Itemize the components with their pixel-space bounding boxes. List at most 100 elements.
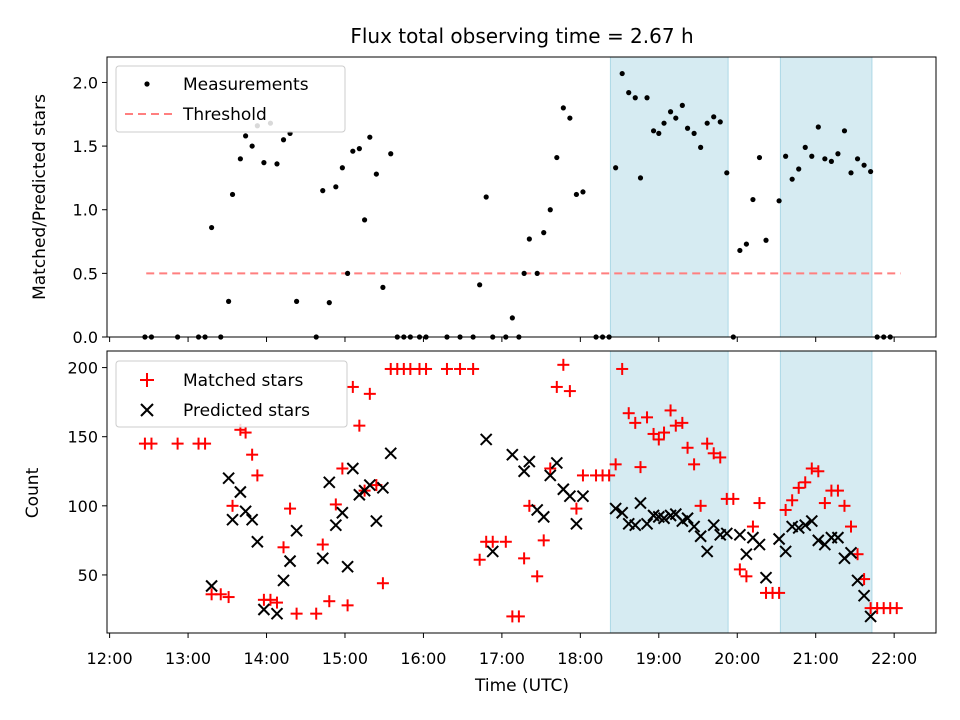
matched-star-point xyxy=(629,416,642,429)
matched-star-point xyxy=(486,535,499,548)
predicted-star-point xyxy=(316,552,329,565)
predicted-star-stroke-b xyxy=(257,603,271,616)
bottom-panel: 50 100 150 200 12:00 13:00 14:00 15:00 16:00 17:… xyxy=(23,350,937,696)
top-y-tick-label: 2.0 xyxy=(73,73,98,92)
predicted-star-point xyxy=(609,502,622,515)
measurement-point xyxy=(613,165,619,171)
predicted-star-stroke-b xyxy=(316,552,329,565)
bottom-y-tick-label: 150 xyxy=(67,428,98,447)
predicted-star-point xyxy=(792,521,805,535)
bottom-y-axis: 50 100 150 200 xyxy=(67,359,107,585)
matched-star-point xyxy=(226,499,239,512)
measurement-point xyxy=(828,158,834,164)
matched-star-point xyxy=(622,407,635,420)
top-shaded-intervals xyxy=(609,56,873,338)
matched-star-point xyxy=(537,534,550,547)
predicted-star-point xyxy=(370,514,383,528)
matched-star-point xyxy=(251,469,264,482)
predicted-star-point xyxy=(563,489,577,503)
top-shade-1 xyxy=(779,56,873,338)
bottom-legend: Matched stars Predicted stars xyxy=(115,360,348,428)
x-tick-label: 14:00 xyxy=(243,649,289,668)
predicted-star-stroke-b xyxy=(746,531,760,544)
predicted-star-point xyxy=(851,574,864,587)
bottom-legend-box xyxy=(115,360,348,428)
matched-star-point xyxy=(658,426,671,439)
measurement-point xyxy=(789,176,795,182)
top-shade-0 xyxy=(609,56,729,338)
matched-star-point xyxy=(531,570,544,583)
predicted-star-stroke-b xyxy=(615,506,629,519)
matched-star-point xyxy=(310,607,323,620)
measurement-point xyxy=(326,300,332,306)
measurement-point xyxy=(661,120,667,126)
predicted-star-point xyxy=(759,571,773,584)
predicted-star-point xyxy=(681,512,694,525)
predicted-star-point xyxy=(277,574,290,587)
matched-star-point xyxy=(214,588,227,601)
matched-star-point xyxy=(363,387,376,400)
predicted-star-stroke-b xyxy=(740,547,753,561)
measurement-point xyxy=(632,95,638,101)
predicted-star-stroke-b xyxy=(622,517,635,531)
measurement-point xyxy=(534,270,540,276)
bottom-y-tick-label: 50 xyxy=(78,566,98,585)
matched-star-point xyxy=(634,461,647,474)
legend-threshold-label: Threshold xyxy=(182,105,267,125)
measurement-point xyxy=(339,165,345,171)
predicted-star-point xyxy=(226,513,239,526)
measurement-point xyxy=(750,196,756,203)
predicted-star-stroke-b xyxy=(376,481,390,495)
predicted-star-stroke-b xyxy=(812,534,825,547)
predicted-star-stroke-b xyxy=(785,520,799,533)
matched-star-point xyxy=(831,484,844,497)
predicted-star-point xyxy=(576,489,590,503)
predicted-stars-points xyxy=(205,433,877,623)
predicted-star-point xyxy=(479,433,493,446)
predicted-star-point xyxy=(844,546,858,560)
matched-star-point xyxy=(563,385,576,398)
x-tick-label: 19:00 xyxy=(636,649,682,668)
matched-star-point xyxy=(727,492,740,505)
predicted-star-stroke-b xyxy=(694,530,707,543)
predicted-star-point xyxy=(634,496,647,510)
matched-star-point xyxy=(609,458,622,471)
top-x-ticks xyxy=(109,337,895,342)
predicted-star-stroke-b xyxy=(851,574,864,587)
legend-predicted-marker xyxy=(140,403,154,417)
x-tick-label: 18:00 xyxy=(557,649,603,668)
predicted-star-stroke-b xyxy=(570,517,583,531)
bottom-shade-0 xyxy=(609,350,729,634)
predicted-star-stroke-b xyxy=(557,483,570,496)
matched-star-point xyxy=(346,380,359,393)
x-tick-label: 21:00 xyxy=(793,649,839,668)
predicted-star-stroke-b xyxy=(700,545,714,558)
matched-star-point xyxy=(544,462,557,475)
predicted-star-point xyxy=(537,510,550,524)
predicted-star-stroke-b xyxy=(640,517,654,531)
matched-star-point xyxy=(171,437,184,450)
matched-star-point xyxy=(603,469,616,482)
predicted-star-point xyxy=(517,465,531,478)
predicted-star-point xyxy=(799,518,812,532)
predicted-star-point xyxy=(694,530,707,543)
predicted-star-point xyxy=(570,517,583,531)
predicted-star-stroke-b xyxy=(226,513,239,526)
matched-star-point xyxy=(550,380,563,393)
top-y-tick-label: 0.5 xyxy=(73,264,98,283)
measurement-point xyxy=(776,198,782,204)
predicted-star-stroke-b xyxy=(864,610,877,623)
measurement-point xyxy=(854,156,861,162)
predicted-star-point xyxy=(733,528,747,542)
matched-star-point xyxy=(838,499,851,512)
predicted-star-stroke-b xyxy=(759,571,773,584)
legend-measurements-label: Measurements xyxy=(183,75,309,95)
matched-star-point xyxy=(681,441,694,454)
x-tick-label: 16:00 xyxy=(400,649,446,668)
measurement-point xyxy=(783,153,789,159)
bottom-plot-frame xyxy=(106,350,937,634)
predicted-star-point xyxy=(629,518,642,532)
matched-star-point xyxy=(467,362,480,375)
x-tick-label: 12:00 xyxy=(87,649,133,668)
